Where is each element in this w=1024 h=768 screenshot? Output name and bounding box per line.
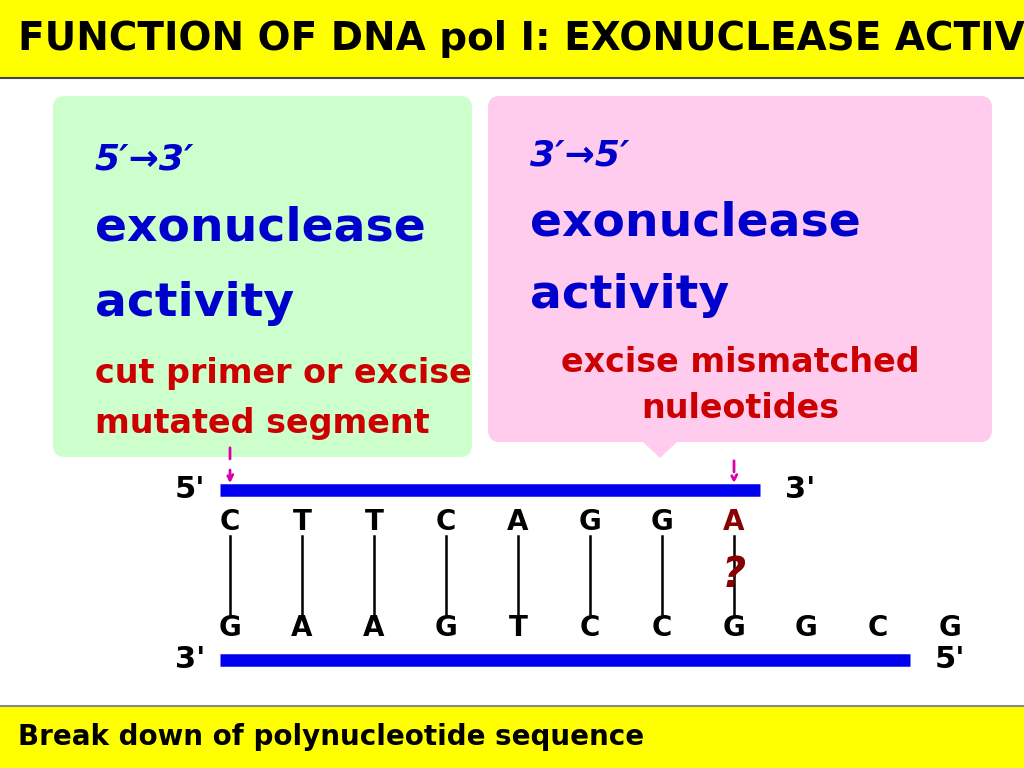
Text: exonuclease: exonuclease bbox=[530, 200, 861, 246]
Text: activity: activity bbox=[95, 280, 294, 326]
Text: A: A bbox=[291, 614, 312, 642]
Polygon shape bbox=[630, 430, 690, 458]
Text: A: A bbox=[723, 508, 744, 536]
Text: 3′→5′: 3′→5′ bbox=[530, 139, 630, 173]
Text: Break down of polynucleotide sequence: Break down of polynucleotide sequence bbox=[18, 723, 644, 751]
FancyBboxPatch shape bbox=[0, 0, 1024, 78]
Text: C: C bbox=[220, 508, 241, 536]
Text: T: T bbox=[365, 508, 383, 536]
Text: G: G bbox=[650, 508, 674, 536]
Text: C: C bbox=[867, 614, 888, 642]
Text: mutated segment: mutated segment bbox=[95, 406, 430, 439]
Text: 5′→3′: 5′→3′ bbox=[95, 143, 195, 177]
Text: excise mismatched: excise mismatched bbox=[561, 346, 920, 379]
Text: T: T bbox=[293, 508, 311, 536]
Text: G: G bbox=[579, 508, 601, 536]
Text: C: C bbox=[580, 614, 600, 642]
Text: G: G bbox=[219, 614, 242, 642]
Text: nuleotides: nuleotides bbox=[641, 392, 839, 425]
Text: G: G bbox=[434, 614, 458, 642]
Text: FUNCTION OF DNA pol I: EXONUCLEASE ACTIVITY: FUNCTION OF DNA pol I: EXONUCLEASE ACTIV… bbox=[18, 20, 1024, 58]
Text: G: G bbox=[939, 614, 962, 642]
Text: cut primer or excise: cut primer or excise bbox=[95, 356, 472, 389]
Text: exonuclease: exonuclease bbox=[95, 206, 426, 250]
Text: C: C bbox=[652, 614, 672, 642]
Text: G: G bbox=[795, 614, 817, 642]
Text: A: A bbox=[507, 508, 528, 536]
Text: 5': 5' bbox=[174, 475, 205, 505]
Text: C: C bbox=[436, 508, 456, 536]
Text: 5': 5' bbox=[935, 645, 966, 674]
FancyBboxPatch shape bbox=[488, 96, 992, 442]
Text: G: G bbox=[723, 614, 745, 642]
Text: activity: activity bbox=[530, 273, 729, 319]
Text: T: T bbox=[509, 614, 527, 642]
FancyBboxPatch shape bbox=[0, 706, 1024, 768]
Text: 3': 3' bbox=[175, 645, 205, 674]
Text: A: A bbox=[364, 614, 385, 642]
FancyBboxPatch shape bbox=[53, 96, 472, 457]
Text: 3': 3' bbox=[785, 475, 815, 505]
Text: ?: ? bbox=[722, 554, 746, 596]
